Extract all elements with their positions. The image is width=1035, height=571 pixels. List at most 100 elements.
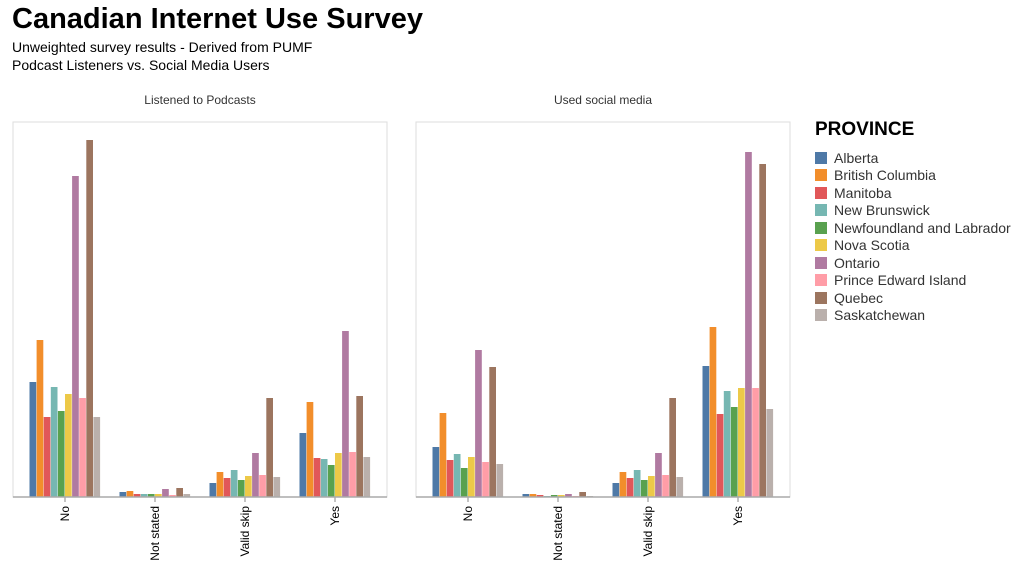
legend-swatch	[815, 309, 827, 322]
legend-item: Nova Scotia	[815, 237, 1011, 255]
bar-alberta	[209, 483, 217, 497]
bar-saskatchewan	[766, 409, 774, 497]
bar-newfoundland-and-labrador	[147, 494, 155, 497]
bar-british-columbia	[619, 472, 627, 497]
x-tick-label: Valid skip	[641, 506, 655, 557]
bar-ontario	[655, 453, 662, 497]
legend-item: Quebec	[815, 289, 1011, 307]
bar-new-brunswick	[320, 459, 328, 497]
legend-swatch	[815, 204, 827, 217]
x-tick-label: Not stated	[148, 506, 162, 561]
bar-ontario	[565, 494, 572, 497]
bar-new-brunswick	[230, 470, 238, 497]
bar-manitoba	[43, 417, 51, 497]
panel-title: Listened to Podcasts	[144, 93, 255, 107]
bar-nova-scotia	[245, 476, 252, 497]
bar-saskatchewan	[93, 417, 101, 497]
bar-saskatchewan	[273, 477, 281, 497]
legend-item: Prince Edward Island	[815, 272, 1011, 290]
legend-label: Prince Edward Island	[834, 272, 967, 289]
bar-nova-scotia	[468, 457, 475, 497]
bar-ontario	[475, 350, 482, 497]
bar-manitoba	[626, 478, 634, 497]
legend-item: British Columbia	[815, 167, 1011, 185]
bar-saskatchewan	[496, 464, 504, 497]
legend-label: New Brunswick	[834, 202, 930, 219]
bar-quebec	[759, 164, 766, 497]
bar-prince-edward-island	[482, 462, 489, 497]
legend-label: British Columbia	[834, 167, 936, 184]
legend-item: Newfoundland and Labrador	[815, 219, 1011, 237]
bar-manitoba	[716, 414, 724, 497]
legend-label: Manitoba	[834, 184, 892, 201]
bar-alberta	[432, 447, 440, 497]
bar-quebec	[356, 396, 363, 497]
bar-ontario	[162, 489, 169, 497]
legend-swatch	[815, 256, 827, 269]
bar-ontario	[72, 176, 79, 497]
bar-manitoba	[536, 495, 544, 497]
bar-nova-scotia	[335, 453, 342, 497]
x-tick-label: Valid skip	[238, 506, 252, 557]
bar-saskatchewan	[676, 477, 684, 497]
legend-swatch	[815, 151, 827, 164]
panel-title: Used social media	[554, 93, 652, 107]
bar-prince-edward-island	[752, 388, 759, 497]
bar-british-columbia	[306, 402, 314, 497]
bar-british-columbia	[126, 491, 134, 497]
bar-newfoundland-and-labrador	[640, 480, 648, 497]
chart-subtitle: Unweighted survey results - Derived from…	[12, 39, 313, 55]
legend-label: Ontario	[834, 254, 880, 271]
legend-item: New Brunswick	[815, 202, 1011, 220]
bar-nova-scotia	[65, 394, 72, 497]
legend: PROVINCE Alberta British Columbia Manitoba…	[815, 119, 1011, 324]
bar-alberta	[299, 433, 307, 497]
bar-prince-edward-island	[349, 452, 356, 497]
bar-nova-scotia	[648, 476, 655, 497]
bar-new-brunswick	[633, 470, 641, 497]
x-tick-label: Yes	[328, 506, 342, 526]
bar-prince-edward-island	[79, 398, 86, 497]
legend-title: PROVINCE	[815, 119, 915, 140]
bar-quebec	[579, 492, 586, 497]
bar-ontario	[745, 152, 752, 497]
legend-label: Quebec	[834, 289, 884, 306]
legend-swatch	[815, 239, 827, 252]
chart-title: Canadian Internet Use Survey	[12, 3, 423, 35]
legend-label: Alberta	[834, 149, 879, 166]
bar-prince-edward-island	[259, 475, 266, 497]
legend-item: Manitoba	[815, 184, 1011, 202]
x-tick-label: Yes	[731, 506, 745, 526]
bar-manitoba	[313, 458, 321, 497]
legend-item: Ontario	[815, 254, 1011, 272]
bar-prince-edward-island	[169, 495, 176, 497]
bar-british-columbia	[529, 494, 537, 497]
bar-quebec	[489, 367, 496, 497]
bar-newfoundland-and-labrador	[57, 411, 65, 497]
bar-quebec	[266, 398, 273, 497]
bar-british-columbia	[36, 340, 44, 497]
bar-newfoundland-and-labrador	[460, 468, 468, 497]
legend-label: Newfoundland and Labrador	[834, 219, 1011, 236]
legend-label: Nova Scotia	[834, 237, 910, 254]
bar-alberta	[612, 483, 620, 497]
bar-saskatchewan	[183, 494, 191, 497]
bar-newfoundland-and-labrador	[327, 465, 335, 497]
bar-quebec	[669, 398, 676, 497]
bar-alberta	[119, 492, 127, 497]
legend-swatch	[815, 221, 827, 234]
bar-nova-scotia	[738, 388, 745, 497]
bar-new-brunswick	[723, 391, 731, 497]
bar-quebec	[176, 488, 183, 497]
bar-british-columbia	[709, 327, 717, 497]
legend-item: Alberta	[815, 149, 1011, 167]
bar-quebec	[86, 140, 93, 497]
bar-new-brunswick	[140, 494, 148, 497]
bar-manitoba	[223, 478, 231, 497]
legend-item: Saskatchewan	[815, 307, 1011, 325]
bar-newfoundland-and-labrador	[730, 407, 738, 497]
bar-british-columbia	[439, 413, 447, 497]
bar-new-brunswick	[50, 387, 58, 497]
bar-newfoundland-and-labrador	[237, 480, 245, 497]
legend-swatch	[815, 169, 827, 182]
